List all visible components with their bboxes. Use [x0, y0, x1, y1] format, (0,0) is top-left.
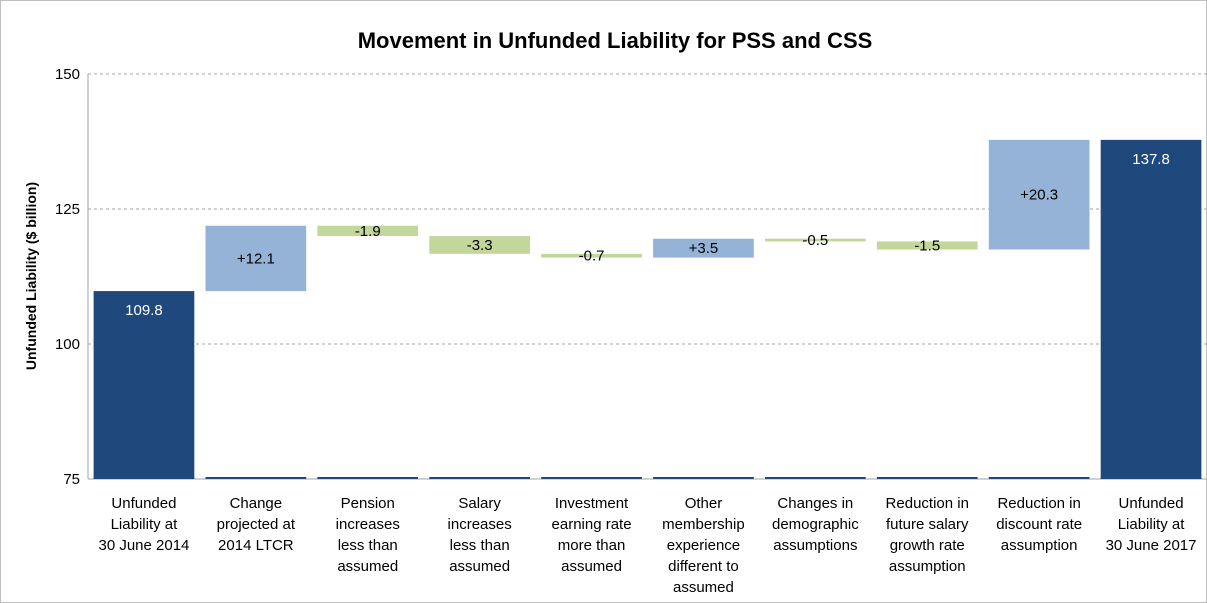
y-tick-label: 125	[55, 201, 80, 218]
data-label: -1.5	[914, 237, 940, 254]
y-tick-label: 75	[63, 471, 80, 488]
data-label: -0.7	[579, 248, 605, 265]
bar	[205, 225, 307, 292]
x-tick-label: Reduction in discount rate assumption	[996, 495, 1082, 554]
bar	[988, 139, 1090, 250]
x-tick-label: Unfunded Liability at 30 June 2017	[1106, 495, 1197, 554]
x-tick-label: Change projected at 2014 LTCR	[217, 495, 296, 554]
bar	[429, 236, 531, 254]
bar	[653, 238, 754, 258]
x-tick-label: Changes in demographic assumptions	[772, 495, 859, 554]
data-label: 109.8	[125, 302, 163, 319]
bar	[764, 238, 866, 242]
bar	[541, 253, 642, 258]
data-label: -1.9	[355, 223, 381, 240]
bar	[876, 241, 978, 250]
chart-title: Movement in Unfunded Liability for PSS a…	[358, 28, 873, 53]
x-tick-label: Pension increases less than assumed	[336, 495, 400, 575]
data-label: 137.8	[1132, 151, 1170, 168]
y-tick-label: 150	[55, 66, 80, 83]
bar	[317, 225, 419, 236]
data-label: -3.3	[467, 237, 493, 254]
data-label: +12.1	[237, 250, 275, 267]
x-tick-label: Unfunded Liability at 30 June 2014	[98, 495, 189, 554]
x-tick-label: Investment earning rate more than assumed	[552, 495, 632, 575]
data-label: +3.5	[689, 240, 719, 257]
data-label: +20.3	[1020, 187, 1058, 204]
x-tick-label: Other membership experience different to ass…	[662, 495, 745, 596]
bar	[93, 291, 195, 479]
x-tick-label: Salary increases less than assumed	[448, 495, 512, 575]
x-tick-label: Reduction in future salary growth rate assu…	[886, 495, 969, 575]
y-tick-label: 100	[55, 336, 80, 353]
data-label: -0.5	[802, 232, 828, 249]
bar	[1100, 139, 1202, 479]
y-axis-title: Unfunded Liability ($ billion)	[23, 182, 39, 370]
